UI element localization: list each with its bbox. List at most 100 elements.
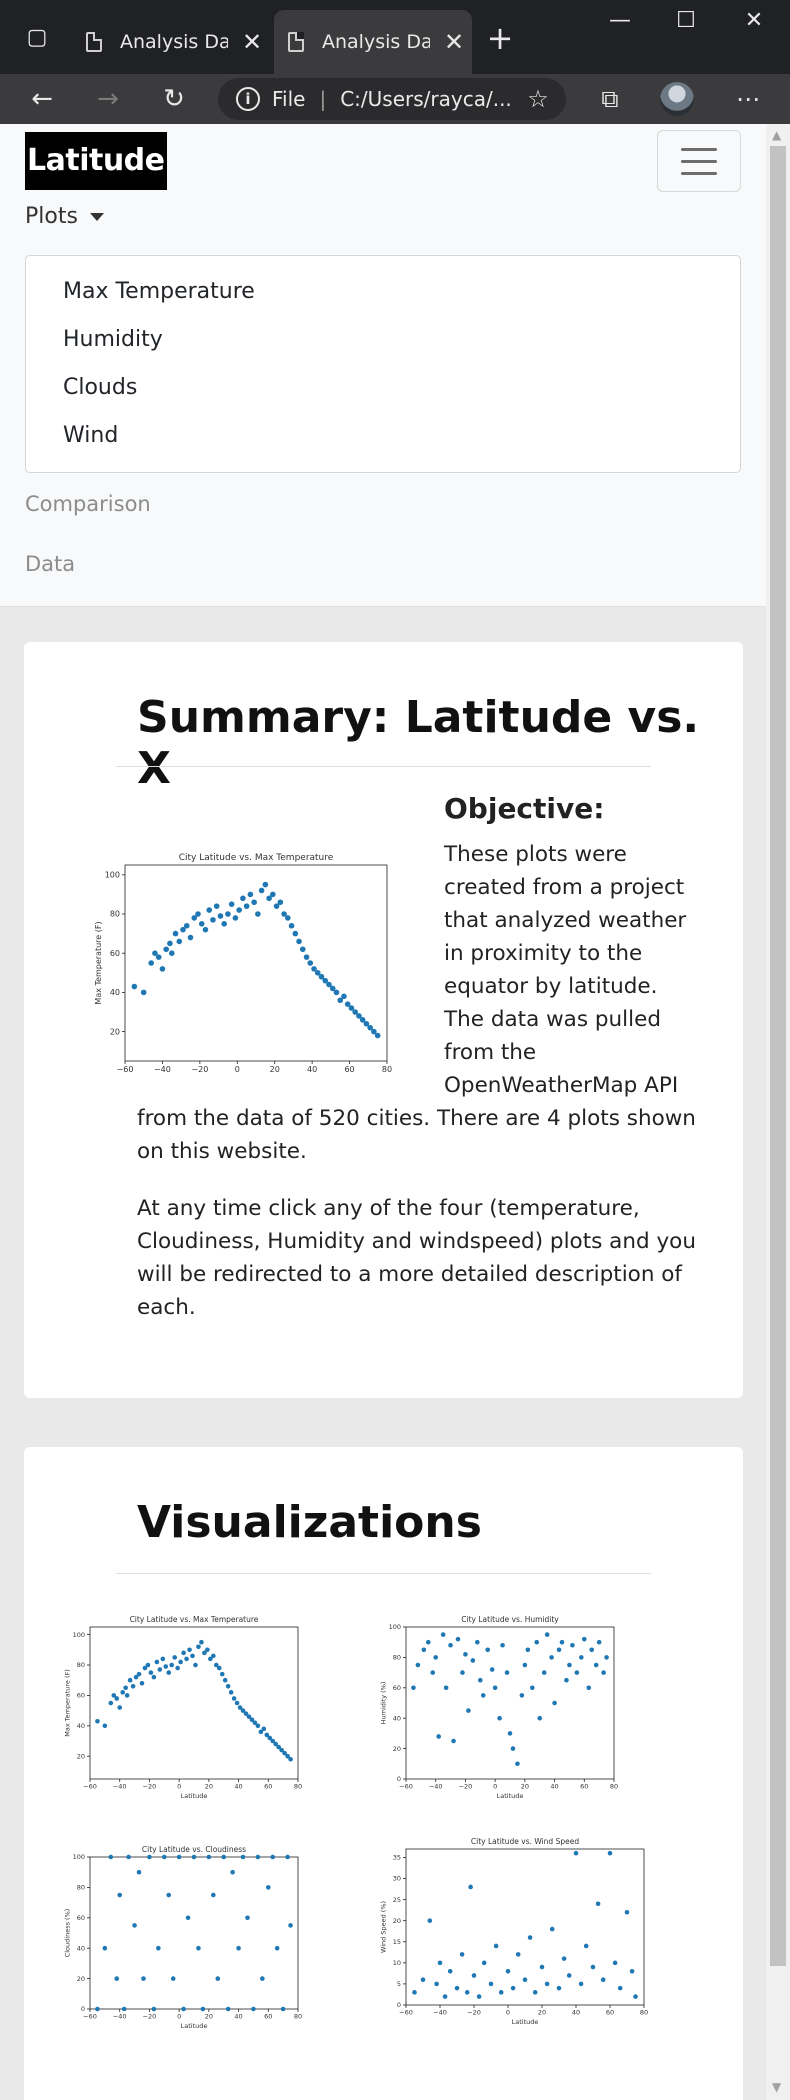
scatter-point [148, 1670, 154, 1675]
x-tick-label: −20 [143, 2013, 157, 2021]
scatter-point [131, 983, 138, 990]
more-menu-icon[interactable]: ⋯ [736, 85, 760, 113]
scatter-point [247, 891, 254, 898]
scatter-point [181, 2006, 186, 2012]
scatter-point [480, 1693, 486, 1698]
y-tick-label: 100 [389, 1623, 401, 1631]
minimize-icon[interactable]: — [609, 8, 631, 33]
scatter-point [240, 1854, 246, 1860]
nav-link-data[interactable]: Data [25, 552, 76, 576]
scatter-point [314, 970, 321, 976]
plots-dropdown-toggle[interactable]: Plots [25, 204, 104, 229]
scatter-point [102, 1723, 108, 1729]
tab-actions-icon[interactable]: ▢ [26, 24, 48, 50]
y-tick-label: 40 [77, 1944, 85, 1952]
scatter-point [114, 1696, 120, 1701]
y-tick-label: 10 [393, 1959, 401, 1967]
scatter-point [225, 2006, 231, 2012]
forward-icon[interactable]: → [97, 84, 119, 114]
address-separator: | [319, 87, 327, 111]
scatter-point [515, 1761, 520, 1767]
viz-plot-humidity[interactable]: City Latitude vs. Humidity −60 −40 −20 0 20 40… [374, 1613, 634, 1809]
scrollbar-thumb[interactable] [770, 146, 786, 1966]
scatter-point [437, 1960, 443, 1966]
close-tab-icon[interactable]: ✕ [444, 28, 465, 56]
scatter-point [236, 907, 242, 913]
scatter-point [147, 1854, 152, 1860]
x-tick-label: 60 [344, 1065, 354, 1074]
scatter-point [221, 1854, 227, 1860]
browser-tab-1[interactable]: Analysis Dashboard ✕ [86, 10, 272, 74]
scatter-point [211, 1892, 216, 1898]
close-tab-icon[interactable]: ✕ [242, 28, 263, 56]
x-tick-label: 80 [640, 2009, 648, 2017]
scatter-point [95, 2006, 100, 2012]
scatter-point [296, 938, 302, 945]
vertical-scrollbar[interactable]: ▲ ▼ [766, 124, 790, 2100]
scatter-point [534, 1639, 540, 1645]
collections-icon[interactable]: ⧉ [601, 85, 619, 113]
refresh-icon[interactable]: ↻ [163, 84, 185, 114]
hamburger-line [681, 147, 717, 151]
navbar-toggler-button[interactable] [657, 130, 741, 192]
y-tick-label: 25 [393, 1896, 401, 1904]
new-tab-button[interactable]: + [486, 19, 514, 57]
favorite-star-icon[interactable]: ☆ [527, 85, 549, 113]
scatter-point [240, 895, 246, 902]
scatter-point [549, 1655, 554, 1660]
profile-avatar[interactable] [660, 82, 694, 116]
nav-link-comparison[interactable]: Comparison [25, 492, 151, 516]
back-icon[interactable]: ← [31, 84, 53, 114]
scatter-point [566, 1973, 572, 1978]
dropdown-item-humidity[interactable]: Humidity [63, 327, 163, 352]
scatter-point [142, 1665, 148, 1671]
plot-area [124, 864, 388, 1062]
info-icon[interactable]: i [236, 87, 260, 111]
address-url: C:/Users/rayca/... [340, 87, 512, 111]
scatter-point [464, 1990, 470, 1995]
scroll-up-arrow-icon[interactable]: ▲ [772, 128, 782, 142]
y-tick-label: 20 [77, 1975, 85, 1983]
address-bar[interactable]: i File | C:/Users/rayca/... [218, 78, 566, 120]
scatter-point [282, 1750, 287, 1756]
navbar-brand[interactable]: Latitude [25, 132, 167, 190]
scatter-point [139, 1680, 145, 1686]
scatter-point [333, 989, 340, 996]
maximize-icon[interactable]: ☐ [676, 8, 696, 33]
y-axis-label: Humidity (%) [379, 1682, 387, 1725]
browser-toolbar: ← → ↻ i File | C:/Users/rayca/... ☆ ⧉ ⋯ [0, 74, 790, 124]
scroll-down-arrow-icon[interactable]: ▼ [772, 2080, 782, 2094]
close-window-icon[interactable]: ✕ [744, 8, 764, 33]
scatter-point [95, 1718, 100, 1724]
scatter-point [367, 1024, 373, 1031]
summary-plot-max-temperature[interactable]: City Latitude vs. Max Temperature −60 −40 −… [79, 837, 409, 1077]
scatter-point [581, 1636, 587, 1642]
viz-plot-max-temperature[interactable]: City Latitude vs. Max Temperature −60 −40 −… [58, 1613, 318, 1809]
scatter-point [216, 1665, 222, 1671]
scatter-point [274, 1945, 280, 1951]
dropdown-item-wind[interactable]: Wind [63, 423, 119, 448]
scatter-point [160, 1656, 166, 1662]
plots-dropdown-menu: Max Temperature Humidity Clouds Wind [25, 255, 741, 473]
instructions-line: will be redirected to a more detailed de… [137, 1262, 683, 1287]
dropdown-item-max-temperature[interactable]: Max Temperature [63, 279, 255, 304]
browser-tab-2[interactable]: Analysis Dashboard ✕ [274, 10, 472, 74]
scatter-point [359, 1017, 366, 1023]
scatter-point [559, 1639, 565, 1645]
scatter-point [195, 911, 201, 917]
viz-plot-wind-speed[interactable]: City Latitude vs. Wind Speed −60 −40 −20 0 20… [374, 1835, 674, 2039]
y-tick-label: 80 [77, 1884, 85, 1892]
scatter-point [211, 1653, 216, 1659]
scatter-point [344, 1001, 351, 1007]
y-axis-label: Max Temperature (F) [94, 921, 103, 1004]
x-tick-label: −20 [467, 2009, 481, 2017]
y-tick-label: 0 [397, 2001, 401, 2009]
x-tick-label: −40 [113, 2013, 127, 2021]
scatter-point [527, 1935, 533, 1940]
chart-title: City Latitude vs. Humidity [461, 1615, 559, 1624]
scatter-point [412, 1990, 417, 1995]
y-tick-label: 20 [393, 1745, 401, 1753]
scatter-point [252, 1720, 258, 1726]
dropdown-item-clouds[interactable]: Clouds [63, 375, 138, 400]
viz-plot-cloudiness[interactable]: City Latitude vs. Cloudiness −60 −40 −20 0 20… [58, 1843, 318, 2039]
